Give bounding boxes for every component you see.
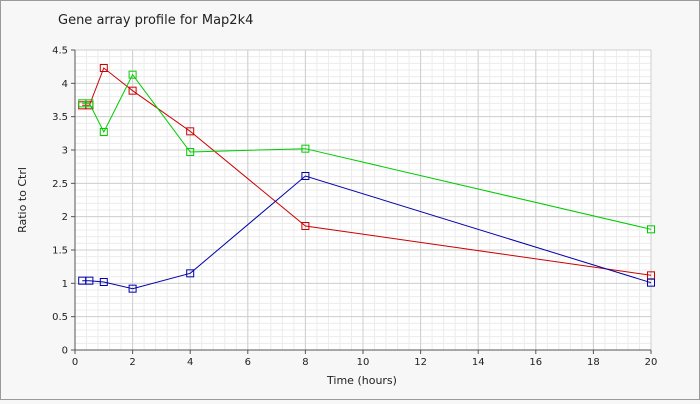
y-tick-label: 1	[62, 279, 68, 290]
x-tick-label: 8	[302, 357, 308, 368]
data-point-marker	[647, 225, 655, 234]
series-line	[82, 67, 652, 276]
data-point-marker	[99, 128, 108, 136]
x-tick-label: 2	[129, 357, 135, 368]
series-2	[78, 70, 655, 234]
data-point-marker	[99, 64, 108, 72]
data-point-marker	[186, 148, 195, 156]
x-tick-label: 6	[245, 357, 251, 368]
data-point-marker	[128, 86, 137, 95]
data-point-marker	[85, 99, 94, 108]
data-point-marker	[301, 144, 310, 153]
x-tick-label: 20	[645, 357, 658, 368]
y-tick-label: 1.5	[52, 246, 68, 257]
y-tick-label: 2	[62, 212, 68, 223]
x-tick-label: 18	[587, 357, 600, 368]
series-line	[82, 73, 652, 230]
x-tick-label: 10	[357, 357, 370, 368]
x-tick-label: 4	[187, 357, 193, 368]
data-point-marker	[99, 278, 108, 286]
x-axis-label: Time (hours)	[326, 374, 397, 387]
x-tick-label: 12	[414, 357, 427, 368]
data-point-marker	[128, 284, 137, 293]
data-point-marker	[647, 278, 655, 287]
chart-title: Gene array profile for Map2k4	[58, 13, 253, 28]
data-point-marker	[301, 222, 310, 230]
x-tick-label: 16	[529, 357, 542, 368]
data-point-marker	[186, 127, 195, 136]
y-tick-label: 4.5	[52, 46, 68, 57]
y-axis-label: Ratio to Ctrl	[16, 167, 29, 233]
y-tick-label: 3.5	[52, 112, 68, 123]
x-tick-label: 14	[472, 357, 485, 368]
y-tick-label: 0	[62, 346, 68, 357]
x-tick-label: 0	[72, 357, 78, 368]
y-tick-label: 0.5	[52, 312, 68, 323]
data-point-marker	[301, 172, 310, 180]
y-tick-label: 3	[62, 146, 68, 157]
series-line	[82, 175, 652, 290]
data-point-marker	[128, 70, 137, 79]
y-tick-label: 4	[62, 79, 68, 90]
y-tick-label: 2.5	[52, 179, 68, 190]
data-point-marker	[85, 276, 94, 285]
series-3	[78, 172, 655, 293]
data-point-marker	[186, 269, 195, 278]
